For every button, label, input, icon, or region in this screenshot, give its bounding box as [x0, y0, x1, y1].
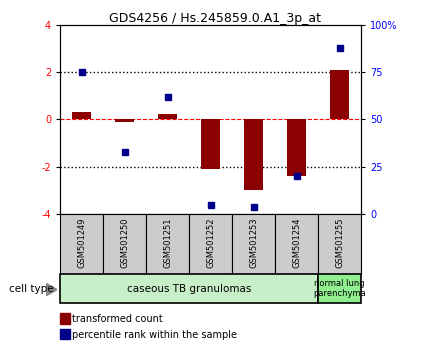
Text: GSM501252: GSM501252	[206, 218, 215, 268]
Text: GSM501249: GSM501249	[77, 218, 86, 268]
Bar	[103, 214, 146, 274]
Text: percentile rank within the sample: percentile rank within the sample	[72, 330, 237, 339]
Text: normal lung
parenchyma: normal lung parenchyma	[313, 279, 366, 298]
Bar	[232, 214, 275, 274]
Text: GSM501254: GSM501254	[292, 218, 301, 268]
Text: transformed count: transformed count	[72, 314, 163, 324]
Bar	[244, 119, 263, 190]
Bar	[201, 119, 220, 169]
Bar	[287, 119, 307, 176]
Bar	[330, 70, 350, 119]
Text: caseous TB granulomas: caseous TB granulomas	[127, 284, 252, 293]
Bar	[318, 274, 361, 303]
Bar	[60, 274, 318, 303]
Polygon shape	[46, 284, 57, 296]
Bar	[60, 214, 103, 274]
Bar	[275, 214, 318, 274]
Bar	[146, 214, 189, 274]
Bar	[318, 214, 361, 274]
Text: cell type: cell type	[9, 284, 54, 294]
Bar	[115, 119, 134, 122]
Bar	[158, 114, 177, 119]
Text: GSM501255: GSM501255	[335, 218, 344, 268]
Text: GSM501253: GSM501253	[249, 218, 258, 268]
Bar	[189, 214, 232, 274]
Text: GSM501250: GSM501250	[120, 218, 129, 268]
Bar	[72, 112, 91, 119]
Text: GSM501251: GSM501251	[163, 218, 172, 268]
Text: GDS4256 / Hs.245859.0.A1_3p_at: GDS4256 / Hs.245859.0.A1_3p_at	[109, 12, 321, 25]
